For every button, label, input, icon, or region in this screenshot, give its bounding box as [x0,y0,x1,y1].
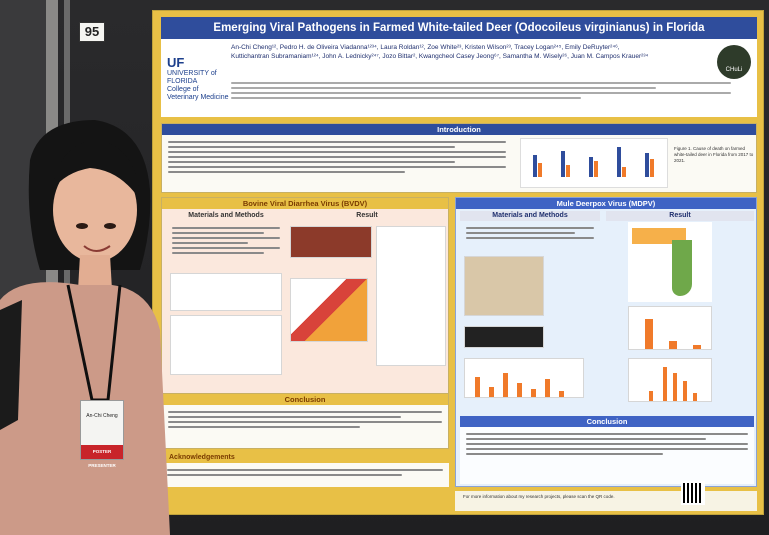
intro-section: Introduction Figure 1. Cause of death on… [161,123,757,193]
qr-code [681,481,705,505]
bvdv-table-1 [170,273,282,311]
poster-authors: An-Chi Cheng¹², Pedro H. de Oliveira Via… [231,43,731,61]
bvdv-conclusion-heading: Conclusion [162,394,448,405]
mdpv-tissue-chart [464,358,584,398]
bvdv-table-2 [170,315,282,375]
bvdv-methods-text [166,221,286,260]
uf-logo-mark: UF [167,55,185,70]
mdpv-conclusion-text [460,427,754,461]
bvdv-tissue-photos [290,226,372,258]
badge-ribbon: POSTER PRESENTER [81,445,123,468]
bvdv-methods-heading: Materials and Methods [166,211,286,221]
uf-logo-text: UNIVERSITY of FLORIDA [167,70,217,85]
acknowledgements-text [161,463,449,482]
mdpv-month-chart [628,358,712,402]
board-frame-edge [46,0,58,535]
bvdv-conclusion: Conclusion [161,393,449,449]
mdpv-methods-heading: Materials and Methods [460,211,600,221]
bvdv-results: Result [288,211,446,221]
poster-title: Emerging Viral Pathogens in Farmed White… [161,17,757,39]
booth-number: 95 [79,22,105,42]
acknowledgements-heading: Acknowledgements [161,453,449,463]
lab-logo-text: CHuLi [725,67,743,73]
mdpv-results: Result [606,211,754,221]
florida-map [628,222,712,302]
bvdv-section: Bovine Viral Diarrhea Virus (BVDV) Mater… [161,197,449,447]
mdpv-lesion-photos [464,256,544,316]
presenter-badge: An-Chi Cheng POSTER PRESENTER [80,400,124,468]
mdpv-age-chart [628,306,712,350]
bvdv-methods: Materials and Methods [166,211,286,375]
intro-bar-chart [520,138,668,188]
authors-line-2: Kuttichantran Subramaniam¹²⁴, John A. Le… [231,53,649,60]
bvdv-result-heading: Result [288,211,446,221]
intro-text [162,135,512,179]
intro-heading: Introduction [162,124,756,135]
bvdv-heading: Bovine Viral Diarrhea Virus (BVDV) [162,198,448,209]
mdpv-methods: Materials and Methods [460,211,600,245]
mdpv-gel-image [464,326,544,348]
mdpv-conclusion: Conclusion [460,416,754,484]
mdpv-methods-text [460,221,600,245]
uf-logo-college: College of Veterinary Medicine [167,86,229,101]
mdpv-result-heading: Result [606,211,754,221]
mdpv-heading: Mule Deerpox Virus (MDPV) [456,198,756,209]
bvdv-conclusion-text [162,405,448,434]
uf-logo: UF UNIVERSITY of FLORIDA College of Vete… [167,55,231,101]
board-frame-edge-inner [64,0,70,535]
mdpv-section: Mule Deerpox Virus (MDPV) Materials and … [455,197,757,487]
bvdv-phylogenetic-tree [376,226,446,366]
poster-affiliations [231,79,731,102]
lab-logo: CHuLi [717,45,751,79]
research-poster: Emerging Viral Pathogens in Farmed White… [152,10,764,515]
neighbor-board [0,0,48,535]
authors-line-1: An-Chi Cheng¹², Pedro H. de Oliveira Via… [231,44,620,51]
acknowledgements: Acknowledgements [161,453,449,487]
badge-name: An-Chi Cheng [86,413,118,419]
poster-footer: For more information about my research p… [455,491,757,511]
poster-header: Emerging Viral Pathogens in Farmed White… [161,17,757,117]
mdpv-conclusion-heading: Conclusion [460,416,754,427]
intro-figure-caption: Figure 1. Cause of death on farmed white… [674,146,754,163]
bvdv-identity-heatmap [290,278,368,342]
